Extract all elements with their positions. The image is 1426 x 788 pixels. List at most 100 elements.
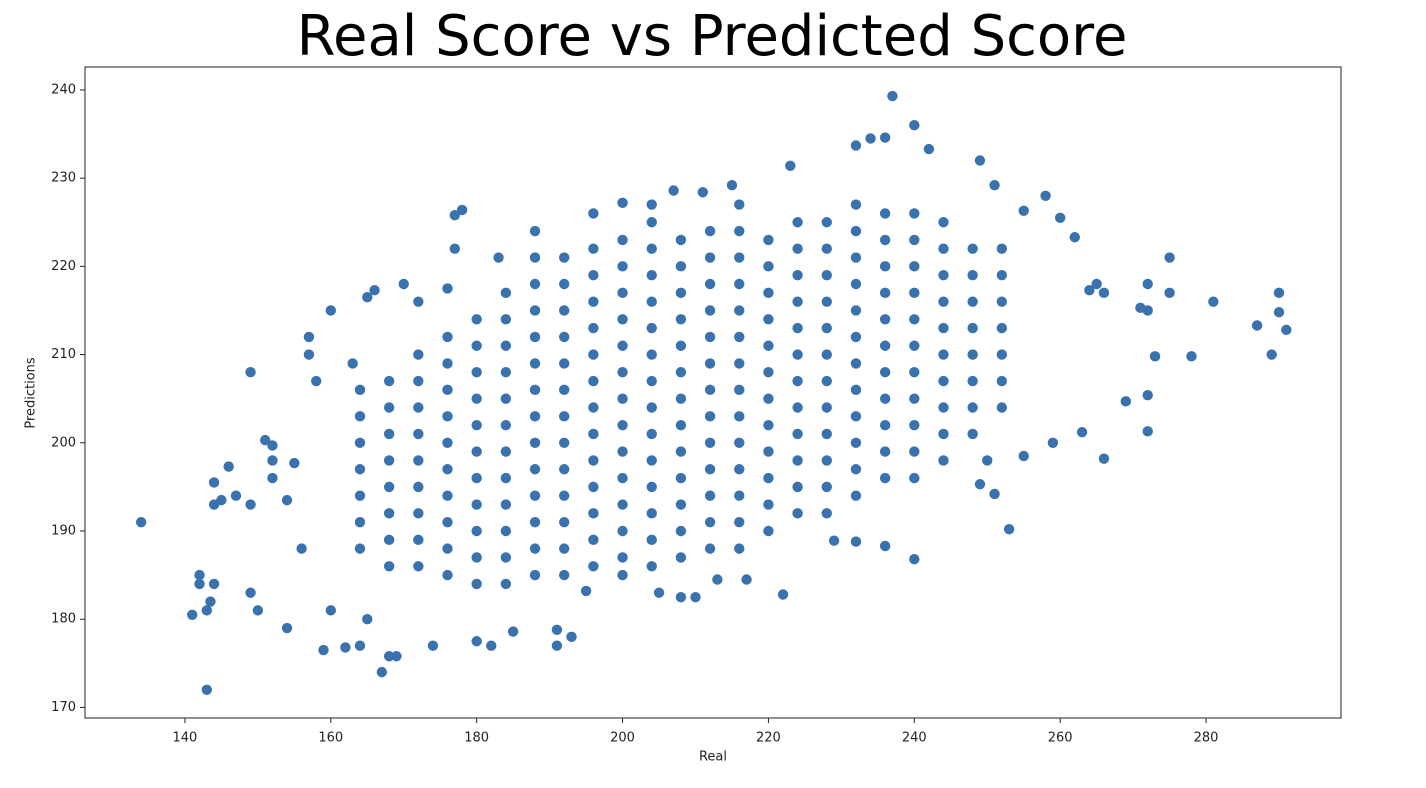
scatter-point — [1208, 296, 1219, 307]
scatter-point — [909, 261, 920, 272]
scatter-point — [646, 534, 657, 546]
scatter-point — [938, 296, 949, 307]
y-tick-label: 240 — [51, 82, 76, 97]
scatter-point — [471, 419, 482, 431]
scatter-point — [1054, 212, 1066, 224]
scatter-point — [1273, 307, 1285, 318]
scatter-point — [646, 561, 657, 572]
chart-title: Real Score vs Predicted Score — [297, 4, 1128, 69]
scatter-point — [296, 543, 307, 554]
scatter-point — [909, 234, 920, 246]
scatter-point — [967, 322, 978, 334]
scatter-point — [617, 287, 628, 299]
scatter-point — [1149, 351, 1161, 362]
scatter-point — [588, 428, 599, 440]
scatter-point — [734, 331, 745, 343]
scatter-point — [1018, 205, 1029, 216]
scatter-point — [996, 322, 1008, 334]
y-tick-label: 230 — [51, 171, 76, 186]
scatter-point — [909, 446, 920, 457]
scatter-point — [938, 455, 949, 466]
scatter-point — [879, 314, 891, 325]
scatter-point — [879, 540, 891, 552]
scatter-point — [850, 140, 862, 151]
scatter-point — [1251, 320, 1263, 331]
scatter-point — [354, 490, 366, 501]
scatter-point — [230, 490, 242, 501]
scatter-point — [646, 296, 657, 307]
scatter-point — [821, 428, 832, 440]
scatter-point — [938, 349, 949, 360]
scatter-point — [442, 569, 453, 581]
scatter-point — [617, 314, 628, 325]
y-tick-label: 220 — [51, 259, 76, 274]
scatter-point — [763, 314, 774, 325]
scatter-point — [938, 428, 949, 440]
scatter-point — [471, 499, 482, 510]
scatter-point — [712, 574, 723, 585]
scatter-point — [996, 296, 1008, 307]
scatter-point — [588, 375, 599, 387]
scatter-point — [996, 349, 1008, 360]
scatter-point — [763, 287, 774, 299]
scatter-point — [675, 419, 687, 431]
scatter-point — [704, 278, 716, 290]
scatter-point — [887, 90, 898, 102]
scatter-point — [223, 461, 234, 472]
scatter-point — [909, 367, 920, 378]
scatter-point — [879, 208, 891, 219]
scatter-point — [850, 225, 862, 237]
scatter-point — [850, 411, 862, 422]
scatter-point — [281, 494, 293, 506]
scatter-point — [442, 331, 453, 343]
scatter-point — [471, 314, 482, 325]
scatter-point — [559, 305, 570, 316]
scatter-point — [588, 455, 599, 466]
scatter-point — [580, 585, 592, 597]
scatter-point — [704, 464, 716, 475]
y-tick-label: 170 — [51, 700, 76, 715]
scatter-point — [551, 640, 563, 651]
scatter-point — [850, 437, 862, 448]
scatter-point — [559, 384, 570, 396]
scatter-point — [704, 384, 716, 396]
scatter-point — [1142, 426, 1153, 437]
scatter-point — [734, 490, 745, 501]
scatter-point — [938, 402, 949, 413]
scatter-point — [675, 287, 687, 299]
scatter-point — [734, 464, 745, 475]
scatter-point — [442, 411, 453, 422]
scatter-point — [413, 455, 424, 466]
scatter-point — [354, 464, 366, 475]
scatter-point — [675, 446, 687, 457]
scatter-point — [646, 217, 657, 228]
scatter-point — [865, 133, 876, 144]
scatter-point — [675, 472, 687, 484]
scatter-point — [646, 243, 657, 254]
scatter-point — [617, 340, 628, 351]
scatter-point — [850, 384, 862, 396]
scatter-point — [303, 331, 315, 343]
x-tick-label: 240 — [902, 731, 927, 746]
scatter-point — [792, 402, 803, 413]
scatter-point — [449, 243, 460, 254]
scatter-point — [704, 252, 716, 263]
scatter-point — [413, 481, 424, 493]
scatter-point — [471, 367, 482, 378]
scatter-point — [646, 428, 657, 440]
scatter-point — [734, 305, 745, 316]
scatter-point — [675, 367, 687, 378]
scatter-point — [967, 375, 978, 387]
scatter-point — [383, 534, 395, 546]
scatter-point — [500, 314, 512, 325]
scatter-point — [792, 375, 803, 387]
scatter-point — [617, 446, 628, 457]
scatter-point — [792, 296, 803, 307]
scatter-point — [646, 375, 657, 387]
scatter-point — [442, 384, 453, 396]
scatter-point — [413, 296, 424, 307]
scatter-point — [201, 605, 213, 616]
scatter-point — [383, 651, 395, 662]
scatter-point — [967, 243, 978, 254]
scatter-point — [763, 261, 774, 272]
